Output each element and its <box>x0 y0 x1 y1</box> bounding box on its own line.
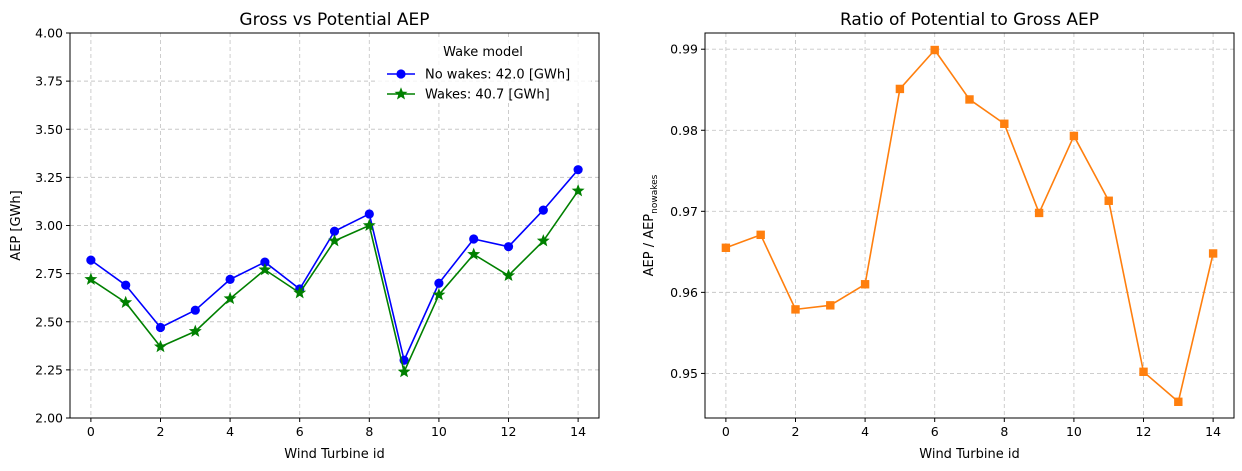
y-tick-label: 3.75 <box>35 74 63 89</box>
data-point <box>434 278 444 288</box>
data-point <box>1139 367 1148 376</box>
data-point <box>258 262 272 276</box>
data-point <box>571 184 585 197</box>
data-point <box>225 274 235 284</box>
x-tick-label: 10 <box>431 424 447 439</box>
data-point <box>260 257 270 267</box>
y-tick-label: 3.50 <box>35 122 63 137</box>
data-point <box>965 95 974 104</box>
data-point <box>1174 397 1183 406</box>
x-tick-label: 8 <box>365 424 373 439</box>
data-point <box>503 242 514 252</box>
legend-title: Wake model <box>443 45 523 60</box>
data-point <box>155 322 166 333</box>
x-tick-label: 4 <box>226 424 234 439</box>
chart-title: Gross vs Potential AEP <box>239 10 429 30</box>
y-tick-label: 0.97 <box>670 204 698 219</box>
x-tick-label: 6 <box>931 424 939 439</box>
y-tick-label: 2.25 <box>35 362 63 377</box>
data-point <box>930 45 939 55</box>
legend: Wake model No wakes: 42.0 [GWh] Wakes: 4… <box>377 39 591 103</box>
y-tick-label: 0.95 <box>670 366 698 381</box>
data-point <box>329 226 340 236</box>
x-tick-label: 0 <box>722 424 730 439</box>
y-tick-label: 2.75 <box>35 266 63 281</box>
x-tick-label: 0 <box>87 424 95 439</box>
y-tick-label: 0.96 <box>670 285 698 300</box>
series-1 <box>84 184 585 378</box>
x-tick-label: 2 <box>792 424 800 439</box>
y-tick-label: 0.99 <box>670 42 698 57</box>
data-point <box>188 324 202 337</box>
data-point <box>536 234 550 247</box>
data-point <box>469 234 479 244</box>
data-point <box>1104 196 1113 205</box>
plot-frame <box>704 32 1235 419</box>
data-point <box>1000 119 1009 128</box>
data-point <box>756 230 765 240</box>
data-point <box>293 286 307 299</box>
legend-swatch-wakes <box>387 87 415 100</box>
data-point <box>190 305 200 315</box>
data-point <box>86 255 96 265</box>
data-point <box>364 209 374 219</box>
data-point <box>362 218 376 231</box>
data-point <box>1208 249 1218 258</box>
y-axis-label: AEP / AEPnowakes <box>642 174 660 276</box>
chart-gross-vs-potential: 0 2 4 6 8 10 12 14 2.00 2.25 2.50 2.75 3.00 3.25 3.50 3… <box>9 10 600 462</box>
y-tick-label: 2.50 <box>35 314 63 329</box>
data-point <box>467 247 481 260</box>
data-point <box>573 165 583 175</box>
y-tick-label: 4.00 <box>35 26 63 41</box>
x-tick-label: 8 <box>1000 424 1008 439</box>
data-point <box>154 339 167 353</box>
chart-ratio: 0 2 4 6 8 10 12 14 0.95 0.96 0.97 0.98 0.99 Ratio of… <box>642 10 1235 462</box>
series-0 <box>721 45 1218 406</box>
y-tick-label: 0.98 <box>670 123 698 138</box>
x-axis-label: Wind Turbine id <box>284 447 384 462</box>
data-point <box>895 84 905 94</box>
y-tick-label: 2.00 <box>35 411 63 426</box>
y-axis-label-main: AEP / AEP <box>642 214 657 277</box>
x-tick-label: 4 <box>861 424 869 439</box>
y-tick-label: 3.25 <box>35 170 63 185</box>
data-point <box>860 280 870 289</box>
data-point <box>397 365 411 378</box>
x-tick-label: 10 <box>1066 424 1082 439</box>
data-point <box>328 234 341 247</box>
data-point <box>432 288 446 301</box>
data-point <box>826 301 835 310</box>
y-tick-label: 3.00 <box>35 218 63 233</box>
x-tick-label: 6 <box>296 424 304 439</box>
x-tick-label: 14 <box>1205 424 1221 439</box>
data-point <box>84 272 98 285</box>
x-tick-label: 2 <box>157 424 165 439</box>
x-axis-label: Wind Turbine id <box>919 447 1019 462</box>
series-line <box>90 169 579 362</box>
data-point <box>119 295 133 308</box>
x-tick-label: 12 <box>501 424 517 439</box>
y-axis-label-subscript: nowakes <box>650 174 660 214</box>
data-point <box>121 280 131 290</box>
data-point <box>1034 208 1044 218</box>
data-point <box>791 305 800 314</box>
y-axis-label: AEP [GWh] <box>9 190 24 260</box>
legend-entry-wakes: Wakes: 40.7 [GWh] <box>387 87 550 103</box>
data-point <box>223 291 237 305</box>
legend-swatch-no-wakes <box>387 69 415 79</box>
x-tick-label: 12 <box>1136 424 1152 439</box>
data-point <box>1069 131 1079 141</box>
chart-title: Ratio of Potential to Gross AEP <box>840 10 1099 30</box>
legend-marker <box>396 69 406 79</box>
data-point <box>502 268 515 282</box>
legend-marker <box>394 87 408 100</box>
data-point <box>721 243 731 252</box>
x-tick-label: 14 <box>570 424 586 439</box>
legend-label-no-wakes: No wakes: 42.0 [GWh] <box>425 68 570 83</box>
legend-label-wakes: Wakes: 40.7 [GWh] <box>425 88 550 103</box>
legend-entry-no-wakes: No wakes: 42.0 [GWh] <box>387 68 570 83</box>
data-point <box>538 205 548 215</box>
